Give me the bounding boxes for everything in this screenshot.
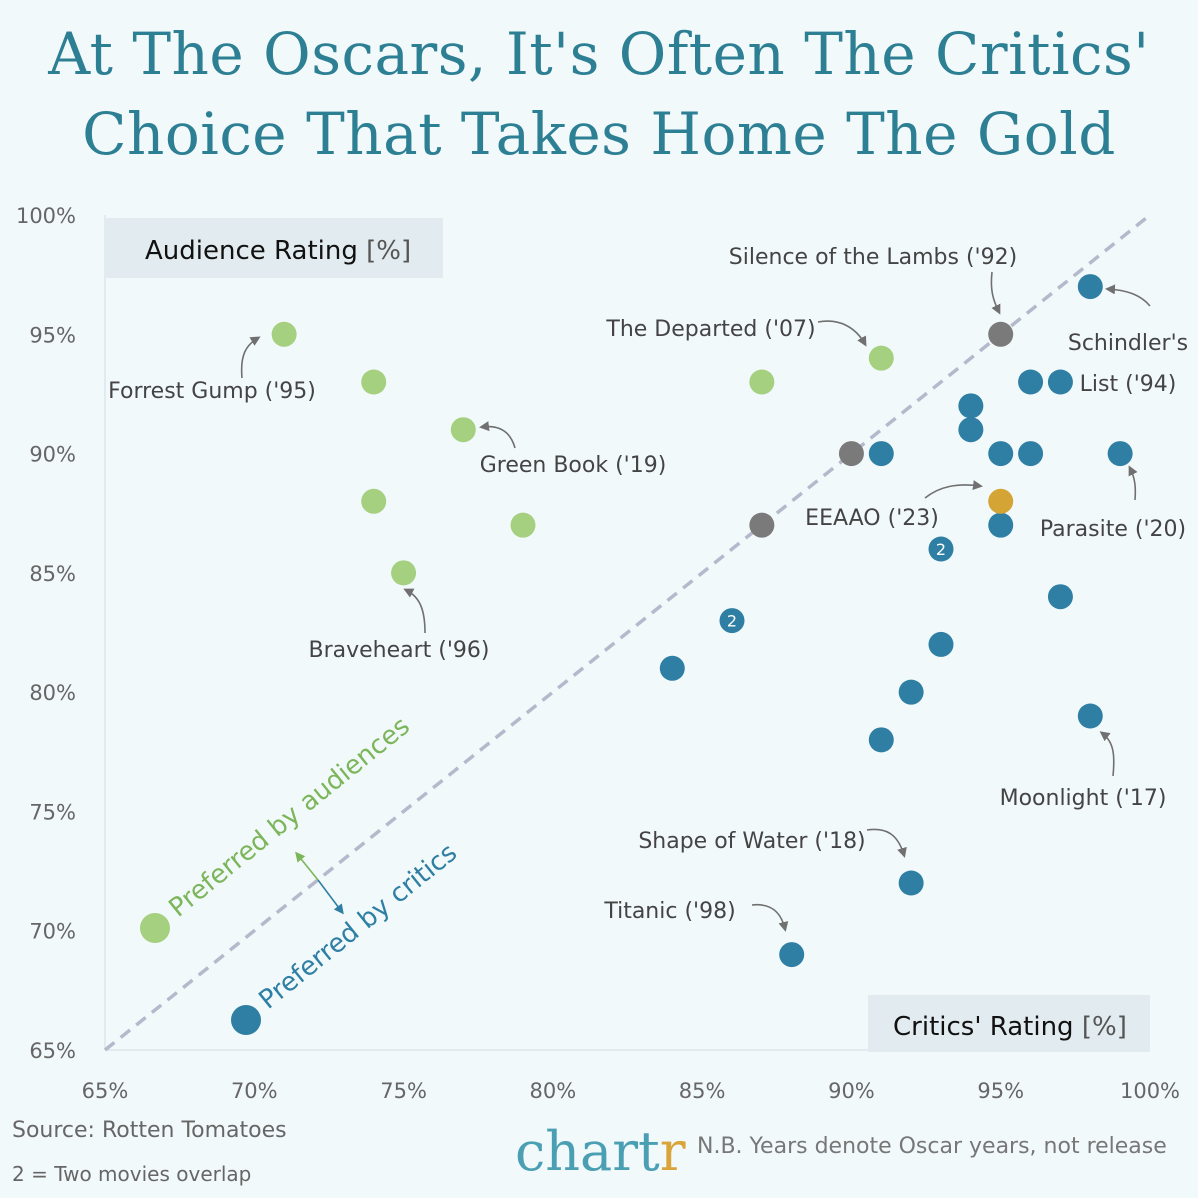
brand-text: chart xyxy=(515,1120,660,1183)
data-point xyxy=(659,655,685,681)
data-point xyxy=(838,441,864,467)
data-point xyxy=(1047,369,1073,395)
y-axis-title-unit: [%] xyxy=(366,236,411,266)
annotation-arrow xyxy=(1105,284,1151,307)
data-point xyxy=(928,631,954,657)
data-point xyxy=(510,512,536,538)
x-tick-label: 80% xyxy=(530,1079,577,1103)
y-tick-label: 65% xyxy=(29,1039,76,1063)
x-axis-title-main: Critics' Rating xyxy=(893,1012,1082,1042)
annotation-arrow xyxy=(866,828,907,858)
brand-text-end: r xyxy=(659,1120,686,1183)
data-point xyxy=(749,512,775,538)
x-tick-label: 95% xyxy=(977,1079,1024,1103)
x-axis-title: Critics' Rating [%] xyxy=(893,1012,1127,1042)
x-tick-label: 70% xyxy=(231,1079,278,1103)
point-annotation: Braveheart ('96) xyxy=(308,638,489,663)
data-point xyxy=(1077,274,1103,300)
data-point xyxy=(1077,703,1103,729)
years-note: N.B. Years denote Oscar years, not relea… xyxy=(697,1134,1167,1159)
data-point xyxy=(719,608,745,634)
legend-critics-arrow xyxy=(317,879,344,915)
overlap-count-label: 2 xyxy=(727,612,737,631)
data-point xyxy=(361,488,387,514)
data-point xyxy=(868,441,894,467)
x-axis-title-box xyxy=(868,995,1150,1052)
data-point xyxy=(361,369,387,395)
point-annotation: Moonlight ('17) xyxy=(1000,786,1167,811)
data-point xyxy=(779,942,805,968)
annotation-arrow xyxy=(1099,731,1115,777)
source-note: Source: Rotten Tomatoes xyxy=(12,1118,287,1143)
y-tick-label: 95% xyxy=(29,323,76,347)
data-point xyxy=(868,727,894,753)
data-point xyxy=(391,560,417,586)
y-tick-label: 80% xyxy=(29,681,76,705)
annotation-arrow xyxy=(990,271,1001,315)
data-point xyxy=(898,870,924,896)
data-point xyxy=(749,369,775,395)
annotation-arrow xyxy=(403,588,426,634)
point-annotation: Parasite ('20) xyxy=(1040,517,1186,542)
legend-audience-arrow xyxy=(295,851,319,881)
title-line-1: At The Oscars, It's Often The Critics' xyxy=(48,20,1150,88)
data-point xyxy=(988,512,1014,538)
legend-critics-label: Preferred by critics xyxy=(254,838,463,1016)
data-point xyxy=(1107,441,1133,467)
overlap-note: 2 = Two movies overlap xyxy=(12,1162,252,1186)
x-axis-title-unit: [%] xyxy=(1082,1012,1127,1042)
legend-critics-marker xyxy=(231,1005,261,1035)
point-annotation: Green Book ('19) xyxy=(480,453,667,478)
annotation-arrow xyxy=(924,480,983,499)
y-tick-label: 70% xyxy=(29,920,76,944)
diagonal-line xyxy=(103,213,1152,1052)
title-line-2: Choice That Takes Home The Gold xyxy=(82,100,1116,168)
data-point xyxy=(898,679,924,705)
data-point xyxy=(1018,441,1044,467)
annotation-arrow xyxy=(240,336,261,379)
x-tick-label: 100% xyxy=(1120,1079,1180,1103)
point-annotation: Shape of Water ('18) xyxy=(638,829,865,854)
brand-logo: chartr xyxy=(515,1120,686,1183)
point-annotation: Forrest Gump ('95) xyxy=(108,379,316,404)
data-point xyxy=(988,488,1014,514)
point-annotation: Schindler's xyxy=(1068,331,1188,356)
y-tick-label: 100% xyxy=(16,204,76,228)
overlap-count-label: 2 xyxy=(936,540,946,559)
annotation-arrow xyxy=(817,320,867,347)
data-point xyxy=(450,417,476,443)
y-axis-title-main: Audience Rating xyxy=(145,236,366,266)
x-tick-label: 90% xyxy=(828,1079,875,1103)
legend-audience-marker xyxy=(140,913,170,943)
y-tick-label: 90% xyxy=(29,443,76,467)
point-annotation: Silence of the Lambs ('92) xyxy=(729,245,1017,270)
y-tick-label: 85% xyxy=(29,562,76,586)
point-annotation: List ('94) xyxy=(1080,372,1177,397)
data-point xyxy=(868,345,894,371)
annotation-arrow xyxy=(479,421,516,449)
data-point xyxy=(958,417,984,443)
data-point xyxy=(928,536,954,562)
data-point xyxy=(958,393,984,419)
x-tick-label: 85% xyxy=(679,1079,726,1103)
data-point xyxy=(988,441,1014,467)
y-axis-title: Audience Rating [%] xyxy=(145,236,411,266)
annotation-arrow xyxy=(1128,465,1138,501)
y-axis-title-box xyxy=(105,218,443,278)
point-annotation: The Departed ('07) xyxy=(605,317,815,342)
point-annotation: EEAAO ('23) xyxy=(805,506,939,531)
data-point xyxy=(1018,369,1044,395)
point-annotation: Titanic ('98) xyxy=(603,899,735,924)
annotation-arrow xyxy=(751,903,789,932)
x-tick-label: 75% xyxy=(380,1079,427,1103)
data-point xyxy=(271,321,297,347)
chart-title: At The Oscars, It's Often The Critics' C… xyxy=(0,14,1198,174)
data-point xyxy=(1047,584,1073,610)
x-tick-label: 65% xyxy=(82,1079,129,1103)
data-point xyxy=(988,321,1014,347)
y-tick-label: 75% xyxy=(29,800,76,824)
